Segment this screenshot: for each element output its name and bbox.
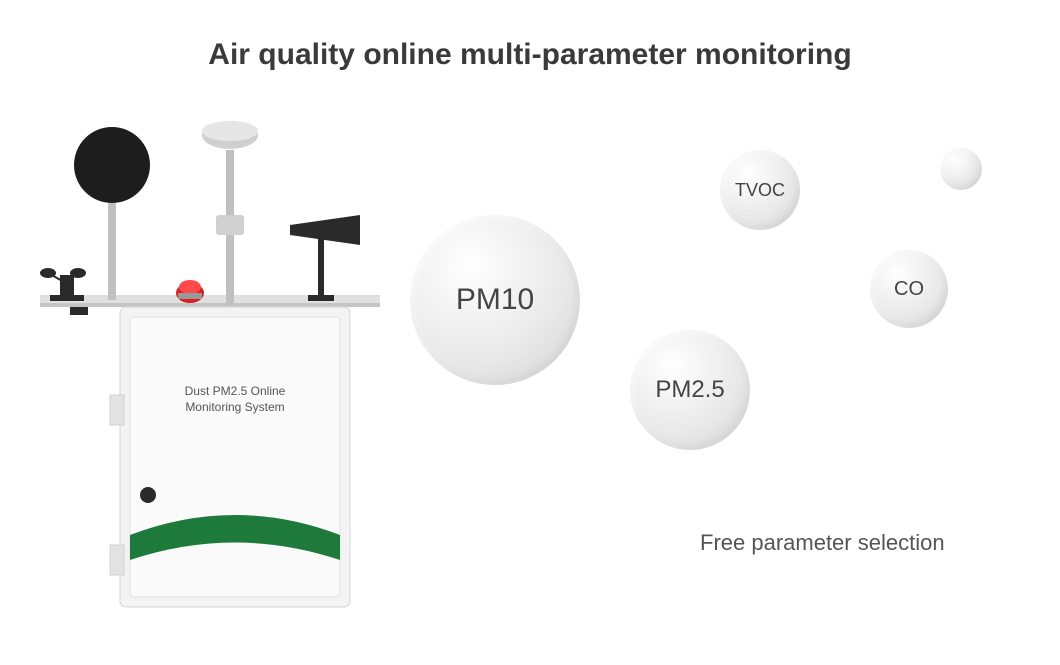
device-label-line2: Monitoring System: [185, 400, 284, 414]
parameter-bubble-pm10: PM10: [410, 215, 580, 385]
parameter-bubble-co: CO: [870, 250, 948, 328]
parameter-bubble-tvoc: TVOC: [720, 150, 800, 230]
parameter-bubble-pm25: PM2.5: [630, 330, 750, 450]
parameter-bubble-blank: [940, 148, 982, 190]
page-title: Air quality online multi-parameter monit…: [0, 38, 1060, 72]
subtitle-text: Free parameter selection: [700, 530, 945, 556]
device-label-line1: Dust PM2.5 Online: [185, 384, 286, 398]
device-illustration: Dust PM2.5 Online Monitoring System: [30, 95, 390, 635]
